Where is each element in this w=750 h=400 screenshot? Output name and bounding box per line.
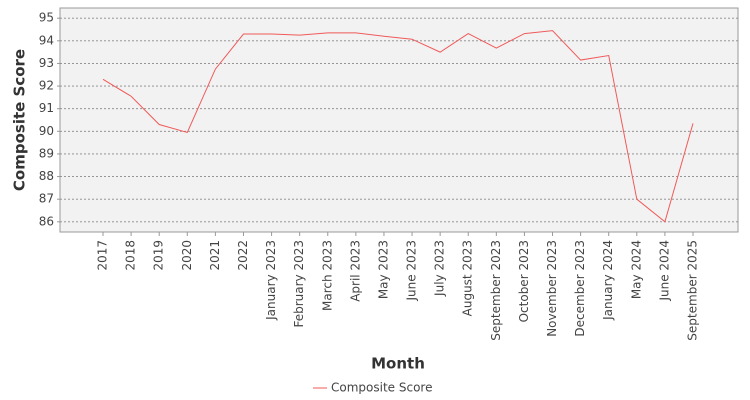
y-tick-label: 90 [39,124,54,138]
plot-area [59,7,739,233]
x-tick-label: 2017 [96,240,110,271]
y-tick-label: 87 [39,192,54,206]
x-tick-label: December 2023 [573,240,587,337]
y-axis-title: Composite Score [11,49,29,191]
x-tick-label: 2018 [124,240,138,271]
x-tick-label: October 2023 [517,240,531,322]
x-axis-title: Month [371,355,425,373]
x-tick-label: 2020 [180,240,194,271]
x-tick-label: February 2023 [292,240,306,328]
x-tick-label: July 2023 [433,240,447,297]
y-tick-label: 86 [39,214,54,228]
data-line [102,30,694,223]
y-tick-label: 92 [39,79,54,93]
y-tick-label: 88 [39,169,54,183]
x-tick-label: June 2023 [405,240,419,302]
y-tick-label: 93 [39,56,54,70]
x-tick-label: August 2023 [461,240,475,316]
x-tick-label: January 2024 [601,240,615,321]
x-tick-label: September 2025 [686,240,700,341]
y-tick-label: 91 [39,101,54,115]
y-tick-label: 89 [39,146,54,160]
x-tick-label: September 2023 [489,240,503,341]
y-tick-label: 95 [39,11,54,25]
y-tick-label: 94 [39,33,54,47]
x-tick-label: November 2023 [545,240,559,337]
x-tick-label: June 2024 [657,240,671,302]
x-tick-label: 2021 [208,240,222,271]
x-tick-label: May 2024 [629,240,643,299]
x-tick-label: April 2023 [348,240,362,302]
legend-label: Composite Score [331,381,432,395]
x-tick-label: January 2023 [264,240,278,321]
x-tick-label: March 2023 [320,240,334,311]
x-tick-label: 2022 [236,240,250,271]
x-tick-label: May 2023 [376,240,390,299]
x-tick-label: 2019 [152,240,166,271]
